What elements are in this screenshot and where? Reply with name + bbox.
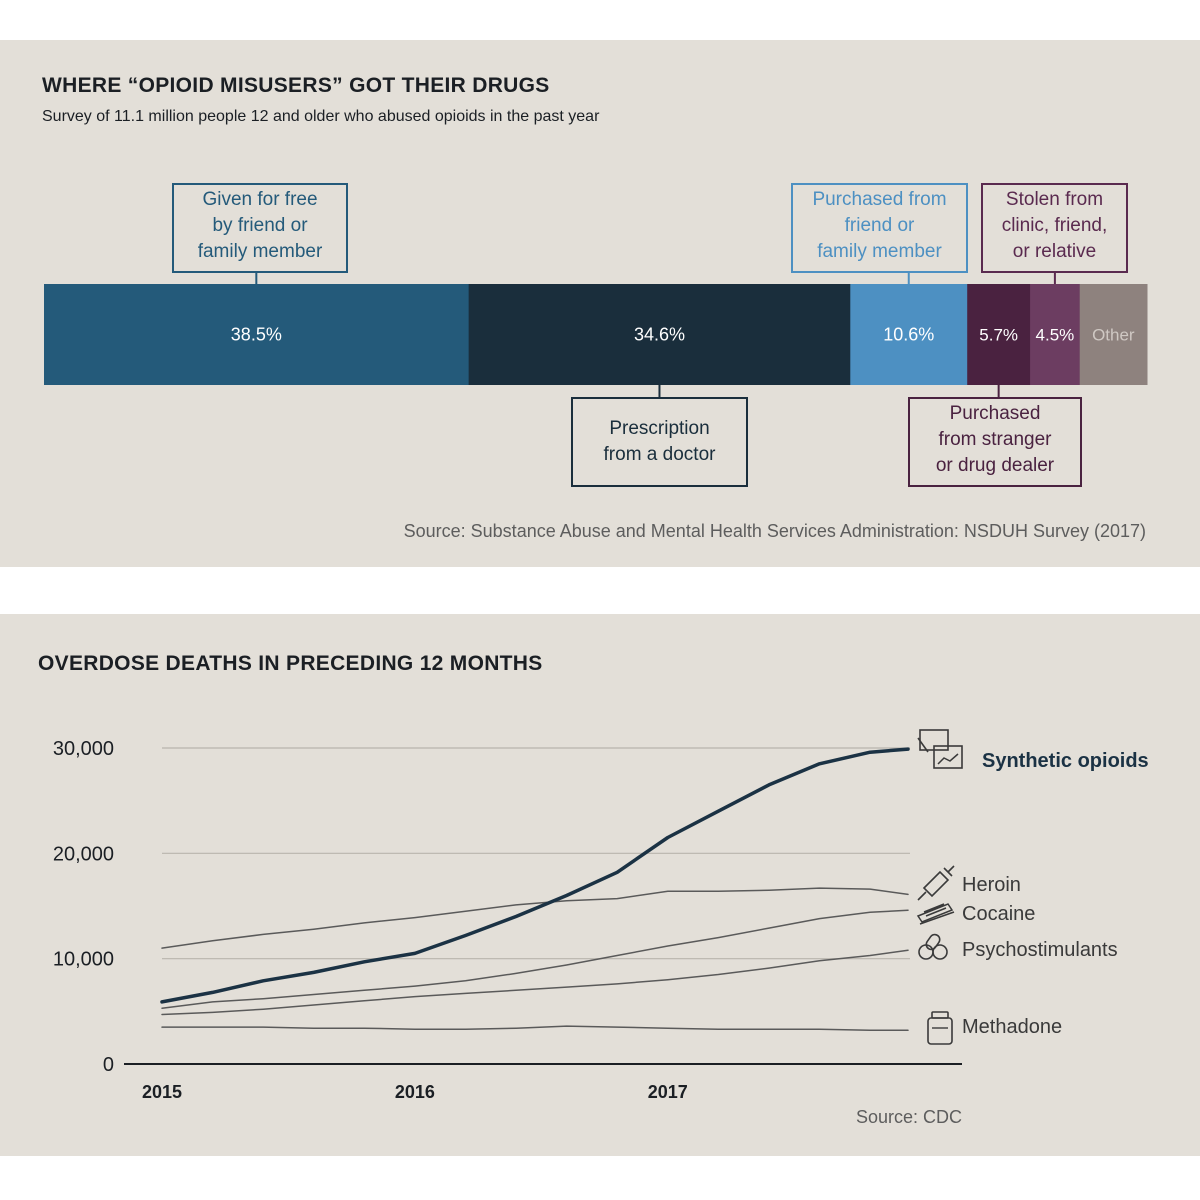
value-label-segment-5: Other (1092, 326, 1135, 345)
sources-chart-source: Source: Substance Abuse and Mental Healt… (403, 521, 1146, 541)
bar-segment-0 (44, 284, 470, 385)
bar-segment-3 (967, 284, 1031, 385)
value-label-segment-2: 10.6% (883, 325, 934, 345)
cocaine-lines-icon (916, 903, 955, 925)
y-tick-label: 20,000 (53, 843, 114, 865)
value-label-segment-1: 34.6% (634, 325, 685, 345)
series-line-4 (161, 1025, 909, 1032)
series-label-4: Methadone (962, 1016, 1062, 1038)
overdose-chart-title: OVERDOSE DEATHS IN PRECEDING 12 MONTHS (38, 652, 543, 675)
x-tick-label: 2017 (648, 1082, 688, 1102)
bar-segment-4 (1030, 284, 1081, 385)
series-line-0 (160, 747, 910, 1004)
pills-icon (918, 933, 948, 960)
syringe-icon (917, 865, 955, 901)
series-line-1 (161, 887, 909, 949)
pill-bottle-icon (927, 1011, 953, 1045)
x-tick-label: 2015 (142, 1082, 182, 1102)
callout-purchased-from-friend: Purchased from friend or family member (791, 183, 968, 273)
series-line-2 (161, 909, 909, 1009)
overdose-chart-source: Source: CDC (855, 1107, 962, 1127)
callout-stolen: Stolen from clinic, friend, or relative (981, 183, 1128, 273)
overdose-chart-panel: OVERDOSE DEATHS IN PRECEDING 12 MONTHS 0… (0, 614, 1200, 1156)
series-label-0: Synthetic opioids (982, 750, 1149, 772)
series-label-1: Heroin (962, 874, 1021, 896)
sources-stacked-bar: 38.5% 34.6% 10.6% 5.7% 4.5% Other (44, 273, 1148, 397)
syringe-with-pills-icon (917, 729, 963, 769)
callout-purchased-from-stranger: Purchased from stranger or drug dealer (908, 397, 1082, 487)
callout-prescription: Prescription from a doctor (571, 397, 748, 487)
x-tick-label: 2016 (395, 1082, 435, 1102)
series-label-3: Psychostimulants (962, 939, 1118, 961)
sources-chart-panel: WHERE “OPIOID MISUSERS” GOT THEIR DRUGS … (0, 40, 1200, 567)
bar-segment-2 (850, 284, 968, 385)
value-label-segment-0: 38.5% (231, 325, 282, 345)
value-label-segment-4: 4.5% (1036, 326, 1075, 345)
series-line-3 (161, 949, 909, 1016)
callout-given-for-free: Given for free by friend or family membe… (172, 183, 348, 273)
y-tick-label: 30,000 (53, 738, 114, 760)
bar-segment-1 (468, 284, 851, 385)
overdose-line-chart: 0 10,000 20,000 30,000 2015 2016 2017 Synthetic… (53, 729, 1149, 1102)
value-label-segment-3: 5.7% (979, 326, 1018, 345)
sources-chart-title: WHERE “OPIOID MISUSERS” GOT THEIR DRUGS (42, 74, 550, 97)
y-tick-label: 0 (103, 1054, 114, 1076)
y-tick-label: 10,000 (53, 949, 114, 971)
sources-chart-subtitle: Survey of 11.1 million people 12 and old… (42, 108, 600, 125)
series-label-2: Cocaine (962, 903, 1035, 925)
bar-segment-5 (1079, 284, 1148, 385)
